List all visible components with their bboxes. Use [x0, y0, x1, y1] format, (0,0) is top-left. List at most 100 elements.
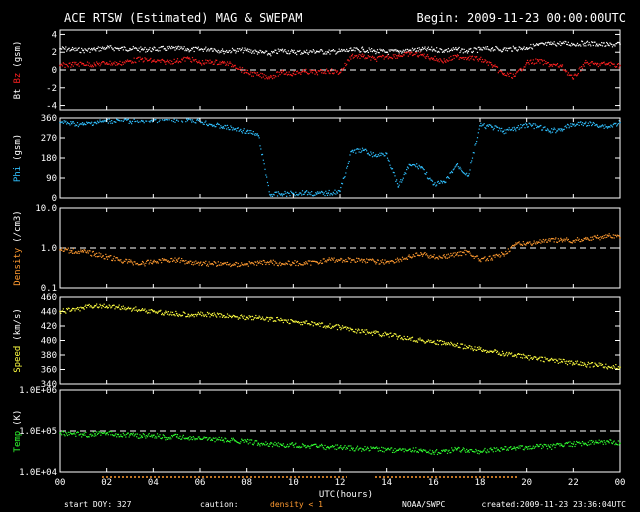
scatter-dot — [436, 51, 439, 53]
scatter-dot — [204, 437, 206, 439]
scatter-dot — [231, 129, 234, 131]
scatter-dot — [453, 57, 455, 59]
scatter-dot — [596, 62, 599, 64]
data-point — [94, 121, 96, 124]
scatter-dot — [78, 434, 80, 436]
scatter-dot — [431, 450, 434, 452]
scatter-dot — [568, 445, 570, 447]
scatter-dot — [563, 238, 565, 240]
scatter-dot — [449, 255, 451, 257]
scatter-dot — [65, 120, 67, 122]
scatter-dot — [481, 451, 483, 453]
y-tick-label-mag: 2 — [52, 48, 57, 58]
scatter-dot — [127, 261, 129, 263]
scatter-dot — [232, 49, 234, 51]
scatter-dot — [365, 57, 367, 59]
scatter-dot — [566, 360, 568, 362]
scatter-dot — [472, 349, 474, 352]
scatter-dot — [555, 64, 557, 67]
scatter-dot — [307, 53, 309, 55]
scatter-dot — [402, 448, 404, 450]
scatter-dot — [463, 448, 465, 450]
scatter-dot — [466, 448, 468, 451]
scatter-dot — [330, 327, 332, 330]
scatter-dot — [371, 331, 373, 333]
scatter-dot — [296, 71, 298, 73]
scatter-dot — [76, 64, 79, 66]
scatter-dot — [253, 71, 255, 73]
scatter-dot — [233, 439, 235, 441]
data-point — [269, 443, 271, 445]
data-point — [385, 51, 388, 53]
scatter-dot — [573, 74, 575, 76]
scatter-dot — [278, 319, 280, 321]
scatter-dot — [193, 50, 195, 53]
scatter-dot — [64, 66, 66, 68]
scatter-dot — [112, 304, 114, 306]
scatter-dot — [403, 451, 405, 453]
scatter-dot — [501, 354, 503, 356]
scatter-dot — [102, 60, 104, 63]
scatter-dot — [245, 69, 247, 71]
scatter-dot — [261, 442, 263, 444]
data-point — [152, 48, 155, 51]
scatter-dot — [66, 49, 69, 51]
scatter-dot — [305, 190, 307, 193]
scatter-dot — [406, 257, 408, 259]
scatter-dot — [544, 239, 546, 241]
scatter-dot — [229, 49, 231, 52]
scatter-dot — [352, 49, 354, 51]
scatter-dot — [303, 262, 305, 264]
scatter-dot — [270, 259, 272, 262]
data-point — [257, 135, 260, 137]
scatter-dot — [203, 261, 205, 264]
scatter-dot — [186, 438, 189, 440]
data-point — [257, 74, 260, 77]
scatter-dot — [433, 340, 435, 342]
scatter-dot — [133, 435, 135, 437]
scatter-dot — [69, 249, 71, 251]
scatter-dot — [301, 264, 303, 266]
scatter-dot — [594, 362, 596, 364]
scatter-dot — [461, 450, 463, 452]
scatter-dot — [130, 307, 132, 309]
scatter-dot — [101, 61, 104, 63]
scatter-dot — [599, 239, 601, 241]
scatter-dot — [214, 48, 216, 51]
scatter-dot — [618, 368, 620, 370]
scatter-dot — [554, 238, 556, 240]
scatter-dot — [378, 155, 380, 157]
scatter-dot — [191, 47, 193, 49]
scatter-dot — [194, 263, 196, 265]
scatter-dot — [385, 152, 387, 154]
scatter-dot — [281, 48, 284, 50]
scatter-dot — [252, 131, 254, 133]
scatter-dot — [226, 264, 228, 266]
scatter-dot — [60, 312, 62, 314]
scatter-dot — [361, 261, 364, 263]
scatter-dot — [145, 58, 147, 60]
scatter-dot — [121, 64, 123, 66]
scatter-dot — [473, 348, 475, 351]
scatter-dot — [90, 254, 92, 257]
scatter-dot — [235, 440, 237, 442]
y-tick-label-density: 10.0 — [35, 204, 57, 214]
scatter-dot — [603, 61, 605, 63]
scatter-dot — [298, 263, 300, 265]
scatter-dot — [441, 450, 444, 452]
scatter-dot — [576, 440, 578, 443]
scatter-dot — [474, 346, 476, 348]
scatter-dot — [122, 120, 124, 123]
scatter-dot — [508, 351, 510, 354]
scatter-dot — [447, 176, 449, 178]
scatter-dot — [389, 332, 391, 335]
scatter-dot — [151, 119, 153, 121]
scatter-dot — [588, 363, 590, 365]
scatter-dot — [200, 48, 202, 50]
scatter-dot — [379, 263, 381, 265]
scatter-dot — [415, 166, 417, 168]
scatter-dot — [121, 46, 123, 49]
scatter-dot — [410, 256, 412, 258]
scatter-dot — [298, 72, 300, 74]
data-point — [607, 126, 610, 128]
